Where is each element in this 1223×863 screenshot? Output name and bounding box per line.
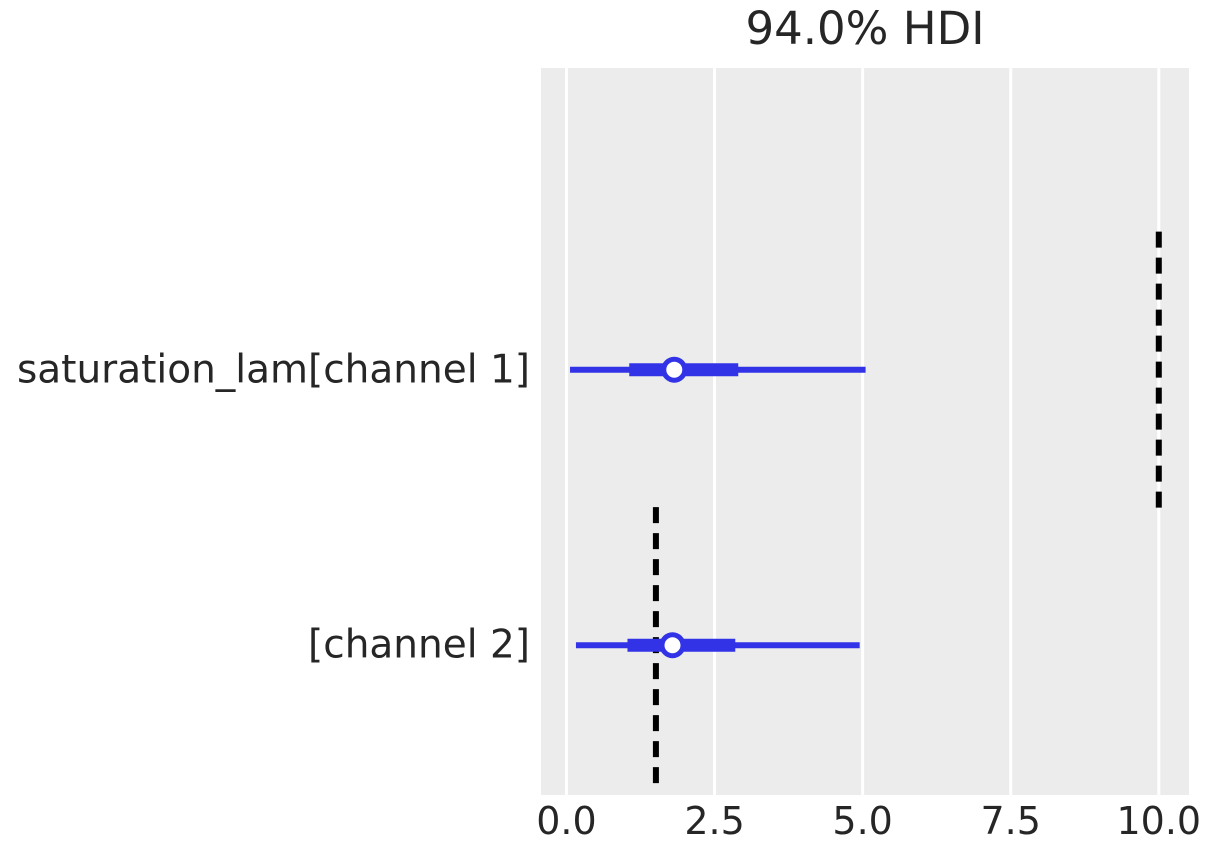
y-tick-label-row-1: saturation_lam[channel 1] [16,347,530,393]
x-tick-label-2.5: 2.5 [684,799,745,843]
plot-canvas [541,68,1189,795]
plot-area [541,68,1189,795]
plot-panel-background [541,68,1189,795]
median-marker-row-1 [661,356,688,383]
x-tick-label-0.0: 0.0 [536,799,597,843]
x-tick-label-10.0: 10.0 [1116,799,1202,843]
median-marker-row-2 [659,632,686,659]
chart-title: 94.0% HDI [745,2,985,55]
x-tick-label-5.0: 5.0 [832,799,893,843]
y-tick-label-row-2: [channel 2] [308,622,530,668]
x-tick-label-7.5: 7.5 [980,799,1041,843]
